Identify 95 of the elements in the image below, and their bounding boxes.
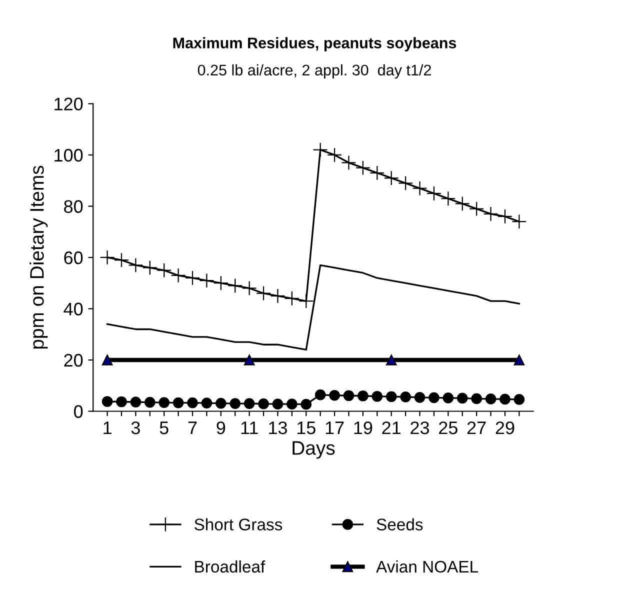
point <box>372 390 383 402</box>
y-tick-label: 100 <box>54 148 83 162</box>
x-tick-label: 17 <box>326 422 344 434</box>
x-tick-label: 13 <box>269 421 287 434</box>
chart-title: Maximum Residues, peanuts soybeans <box>173 37 456 52</box>
point <box>272 398 284 410</box>
x-tick-label: 3 <box>131 421 140 434</box>
point <box>426 186 442 201</box>
point <box>256 286 272 301</box>
point <box>514 394 525 405</box>
x-tick-label: 5 <box>160 422 168 434</box>
point <box>370 165 385 180</box>
point <box>244 354 255 366</box>
point <box>199 273 214 288</box>
y-tick-label: 60 <box>64 251 83 264</box>
point <box>284 290 300 306</box>
x-tick-label: 15 <box>297 422 316 434</box>
point <box>242 280 257 296</box>
line-series <box>106 264 520 351</box>
point <box>469 201 484 216</box>
point <box>298 294 314 309</box>
point <box>514 354 525 366</box>
x-tick-label: 25 <box>439 421 458 434</box>
y-tick-label: 40 <box>64 302 83 316</box>
legend-label: Broadleaf <box>195 560 266 573</box>
x-tick-label: 23 <box>410 421 430 434</box>
point <box>116 396 127 408</box>
point <box>228 278 243 294</box>
y-tick-label: 80 <box>64 200 83 213</box>
point <box>386 391 397 402</box>
legend-label: Seeds <box>376 518 423 530</box>
point <box>440 191 456 206</box>
point <box>456 392 468 404</box>
point <box>454 196 470 212</box>
point <box>230 398 241 409</box>
point <box>170 268 186 283</box>
point <box>327 147 342 162</box>
point <box>130 396 142 408</box>
y-tick-label: 120 <box>54 98 83 110</box>
point <box>442 392 454 404</box>
point <box>384 170 399 186</box>
x-tick-label: 29 <box>496 421 514 434</box>
point <box>300 398 312 410</box>
point <box>142 260 158 276</box>
point <box>258 398 269 410</box>
point <box>244 398 255 409</box>
point <box>497 208 512 224</box>
point <box>428 392 440 404</box>
legend-label: Short Grass <box>194 518 282 530</box>
point <box>187 397 198 408</box>
point <box>386 354 397 366</box>
point <box>314 389 326 400</box>
x-axis-title: Days <box>292 441 335 459</box>
legend-label: Avian NOAEL <box>376 560 478 573</box>
x-tick-label: 19 <box>354 421 372 434</box>
point <box>100 250 115 265</box>
point <box>156 262 172 278</box>
point <box>216 398 226 409</box>
point <box>185 270 200 286</box>
point <box>114 252 129 268</box>
point <box>414 392 426 403</box>
x-tick-label: 9 <box>216 421 226 434</box>
point <box>201 398 212 408</box>
point <box>102 354 113 366</box>
point <box>358 390 368 402</box>
point <box>512 214 527 230</box>
x-tick-label: 1 <box>104 422 112 434</box>
point <box>286 398 298 410</box>
point <box>172 397 184 408</box>
x-tick-label: 11 <box>241 422 258 434</box>
point <box>213 276 228 291</box>
point <box>485 394 496 404</box>
point <box>102 396 113 407</box>
point <box>471 393 482 404</box>
point <box>144 396 156 408</box>
point <box>270 288 286 304</box>
point <box>398 176 414 191</box>
x-tick-label: 21 <box>382 421 401 434</box>
point <box>312 142 328 158</box>
point <box>128 258 144 273</box>
point <box>412 180 428 196</box>
point <box>355 160 370 176</box>
x-tick-label: 27 <box>467 421 486 434</box>
point <box>343 390 354 402</box>
y-tick-label: 0 <box>74 405 83 418</box>
point <box>329 390 340 401</box>
point <box>483 206 498 222</box>
point <box>500 394 510 405</box>
point <box>400 391 411 402</box>
chart-subtitle: 0.25 lb ai/acre, 2 appl. 30 day t1/2 <box>198 64 431 79</box>
y-axis-title: ppm on Dietary Items <box>30 166 48 349</box>
y-tick-label: 20 <box>64 354 83 367</box>
point <box>341 155 356 170</box>
point <box>158 397 170 408</box>
x-tick-label: 7 <box>188 422 197 434</box>
